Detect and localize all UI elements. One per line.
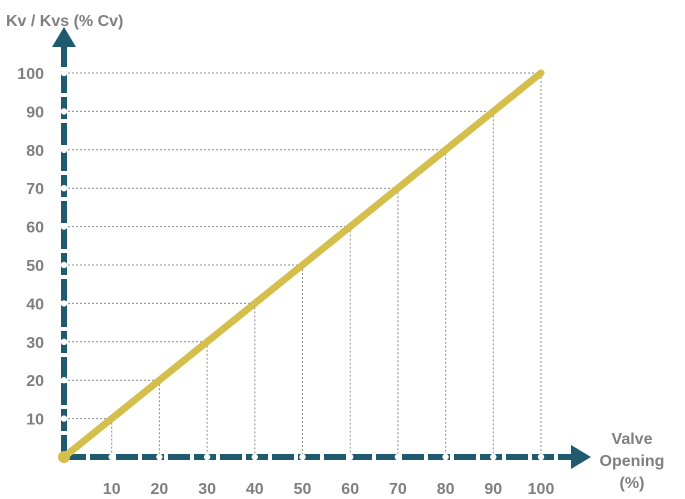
y-tick-label-100: 100 [17, 66, 44, 83]
y-tick-label-70: 70 [26, 181, 44, 198]
y-tick-dot-80 [60, 146, 68, 153]
y-tick-dot-40 [60, 300, 68, 307]
axes [52, 27, 591, 469]
x-tick-label-60: 60 [341, 481, 359, 498]
y-tick-dot-50 [60, 261, 68, 269]
grid-lines [64, 72, 542, 457]
y-tick-dot-90 [60, 108, 68, 115]
y-tick-label-40: 40 [26, 296, 44, 313]
x-tick-label-90: 90 [484, 481, 502, 498]
x-axis-title-line-2: Opening [600, 453, 665, 470]
x-axis-title-line-1: Valve [612, 431, 653, 448]
y-tick-dot-70 [60, 185, 68, 192]
series-line-0 [60, 69, 545, 461]
y-tick-label-10: 10 [26, 412, 44, 429]
x-tick-dot-80 [442, 453, 449, 461]
x-tick-dot-10 [108, 453, 115, 461]
x-tick-dot-50 [299, 453, 306, 461]
x-tick-dot-60 [347, 453, 354, 461]
x-tick-label-20: 20 [151, 481, 169, 498]
y-tick-dot-10 [60, 415, 68, 422]
y-tick-label-20: 20 [26, 373, 44, 390]
y-tick-label-80: 80 [26, 143, 44, 160]
tick-labels: 10 20 30 40 50 60 70 80 90 100 10 20 30 40 50 60 70 80 90 1… [17, 66, 554, 498]
y-tick-dot-100 [60, 69, 68, 77]
x-axis-arrow [571, 445, 591, 469]
x-tick-label-10: 10 [103, 481, 121, 498]
y-tick-label-30: 30 [26, 335, 44, 352]
origin-marker [58, 451, 70, 463]
x-tick-label-100: 100 [528, 481, 555, 498]
y-tick-dot-30 [60, 338, 68, 345]
y-tick-label-90: 90 [26, 104, 44, 121]
y-tick-dot-60 [60, 223, 68, 230]
x-tick-dot-20 [156, 453, 163, 461]
x-tick-dot-70 [394, 453, 402, 461]
x-tick-label-50: 50 [294, 481, 312, 498]
y-tick-label-60: 60 [26, 220, 44, 237]
x-tick-label-70: 70 [389, 481, 407, 498]
x-tick-label-30: 30 [198, 481, 216, 498]
x-tick-dot-30 [203, 453, 211, 461]
series-line-layer [58, 69, 545, 463]
y-axis-title: Kv / Kvs (% Cv) [6, 13, 123, 30]
y-tick-dot-20 [60, 377, 68, 384]
x-tick-dot-100 [537, 453, 545, 461]
x-tick-label-40: 40 [246, 481, 264, 498]
y-axis-arrow [52, 27, 76, 47]
y-tick-label-50: 50 [26, 258, 44, 275]
x-tick-dot-90 [490, 453, 497, 461]
x-tick-dot-40 [251, 453, 258, 461]
x-tick-label-80: 80 [437, 481, 455, 498]
x-axis-title-line-3: (%) [620, 475, 645, 492]
